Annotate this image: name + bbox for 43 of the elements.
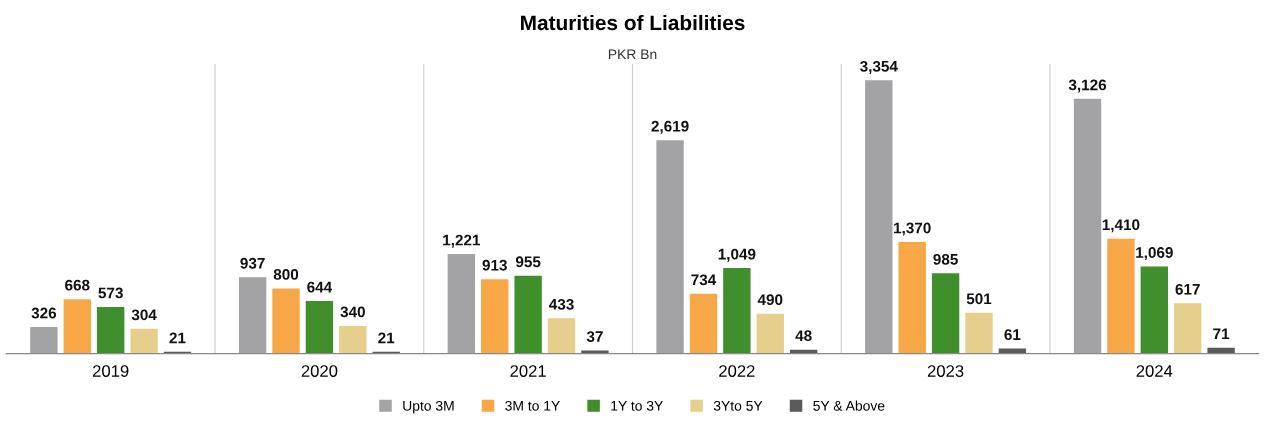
data-label: 433: [549, 298, 574, 310]
data-label: 1,221: [443, 234, 481, 248]
data-label: 937: [240, 257, 265, 269]
legend-label: 3M to 1Y: [505, 400, 560, 411]
data-label: 668: [65, 279, 90, 291]
data-label: 955: [515, 256, 541, 268]
x-tick-label: 2024: [1136, 365, 1173, 377]
data-label: 800: [273, 269, 299, 280]
data-label: 340: [340, 306, 365, 318]
data-label: 3,354: [860, 60, 898, 74]
x-tick-label: 2022: [719, 365, 755, 377]
data-label: 3,126: [1068, 79, 1107, 93]
data-label: 1,370: [894, 222, 931, 236]
data-label: 1,049: [718, 248, 756, 262]
data-label: 573: [98, 287, 123, 299]
data-label: 21: [378, 332, 395, 344]
data-label: 490: [757, 294, 783, 306]
data-label: 71: [1213, 328, 1230, 340]
x-tick-label: 2020: [301, 365, 338, 377]
x-tick-label: 2023: [927, 365, 964, 377]
data-label: 61: [1004, 329, 1021, 341]
data-label: 985: [933, 253, 958, 265]
data-label: 304: [131, 309, 157, 321]
legend-label: 5Y & Above: [813, 400, 885, 411]
x-tick-label: 2021: [510, 365, 546, 377]
data-label: 644: [307, 281, 333, 293]
data-label: 617: [1175, 283, 1200, 295]
legend-label: 1Y to 3Y: [611, 400, 663, 411]
data-label: 48: [795, 330, 812, 342]
data-label: 2,619: [651, 120, 689, 134]
data-label: 734: [691, 274, 717, 286]
data-label: 21: [169, 332, 186, 344]
data-label: 326: [31, 307, 57, 319]
data-label: 913: [482, 259, 507, 271]
legend-label: Upto 3M: [403, 400, 454, 414]
legend-label: 3Yto 5Y: [713, 400, 763, 411]
data-label: 1,069: [1136, 247, 1173, 261]
data-label: 501: [966, 293, 992, 305]
chart-title: Maturities of Liabilities: [521, 14, 745, 31]
chart-subtitle: PKR Bn: [608, 49, 657, 60]
x-tick-label: 2019: [92, 365, 129, 377]
data-label: 1,410: [1102, 219, 1140, 233]
data-label: 37: [586, 331, 603, 343]
